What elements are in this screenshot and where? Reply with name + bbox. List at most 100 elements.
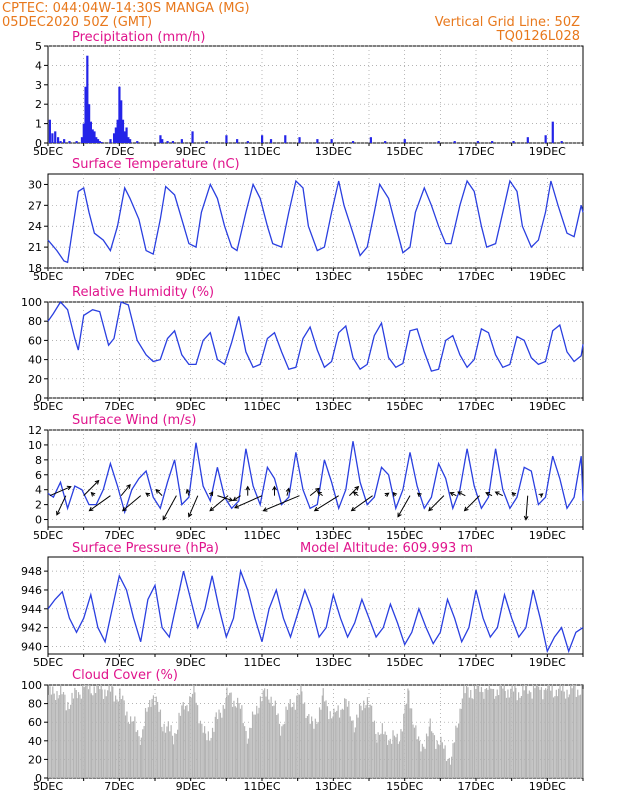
series-line-wind — [47, 441, 584, 515]
cloud-bar — [96, 685, 98, 778]
cloud-bar — [452, 743, 454, 778]
xtick-label-wind: 15DEC — [386, 529, 423, 542]
cloud-bar — [120, 699, 122, 778]
cloud-bar — [482, 692, 484, 778]
cloud-bar — [558, 688, 560, 778]
cloud-bar — [93, 686, 95, 778]
cloud-bar — [311, 716, 313, 778]
ytick-label-wind: 6 — [35, 469, 42, 482]
cloud-bar — [236, 707, 238, 778]
precip-bar — [84, 86, 87, 143]
cloud-bar — [412, 724, 414, 778]
cloud-bar — [458, 723, 460, 778]
cloud-bar — [68, 708, 70, 778]
cloud-bar — [472, 699, 474, 778]
cloud-bar — [204, 733, 207, 778]
cloud-bar — [266, 689, 269, 778]
cloud-bar — [542, 699, 544, 778]
cloud-bar — [253, 714, 255, 778]
cloud-bar — [164, 732, 167, 778]
cloud-bar — [79, 694, 81, 778]
ytick-label-precipitation: 1 — [35, 118, 42, 131]
precip-bar — [75, 141, 78, 143]
precip-bar — [63, 139, 66, 143]
cloud-bar — [85, 685, 87, 778]
cloud-bar — [86, 685, 88, 778]
cloud-bar — [324, 701, 326, 778]
cloud-bar — [124, 715, 127, 778]
cloud-bar — [202, 732, 204, 778]
precip-bar — [127, 137, 130, 143]
precip-bar — [96, 139, 100, 143]
cloud-bar — [278, 723, 281, 778]
precip-bar — [205, 141, 208, 143]
xtick-label-pressure: 15DEC — [386, 656, 423, 669]
ytick-label-wind: 8 — [35, 454, 42, 467]
cloud-bar — [439, 745, 441, 778]
cloud-bar — [314, 718, 316, 778]
cloud-bar — [403, 713, 405, 778]
cloud-bar — [67, 702, 69, 778]
cloud-bar — [321, 695, 323, 778]
cloud-bar — [570, 685, 572, 778]
wind-arrow — [485, 492, 493, 497]
wind-arrow-head — [90, 491, 96, 497]
precip-bar — [166, 141, 169, 143]
cloud-bar — [343, 709, 345, 778]
wind-arrow — [525, 495, 529, 520]
cloud-bar — [326, 706, 329, 778]
cloud-bar — [71, 692, 73, 778]
wind-arrow — [155, 489, 163, 497]
precip-bar — [236, 139, 239, 143]
cloud-bar — [532, 685, 535, 778]
cloud-bar — [345, 699, 347, 778]
cloud-bar — [207, 731, 209, 778]
cloud-bar — [270, 696, 272, 778]
wind-arrow-head — [262, 507, 268, 512]
cloud-bar — [167, 721, 169, 778]
ytick-label-temperature: 24 — [28, 220, 42, 233]
cloud-bar — [535, 685, 537, 778]
cloud-bar — [566, 689, 568, 778]
cloud-bar — [503, 685, 505, 778]
xtick-label-temperature: 9DEC — [176, 270, 206, 283]
cloud-bar — [451, 756, 453, 778]
precip-bar — [551, 121, 554, 143]
cloud-bar — [214, 716, 216, 778]
cloud-bar — [425, 733, 428, 778]
xtick-label-wind: 5DEC — [33, 529, 63, 542]
cloud-bar — [512, 691, 515, 778]
cloud-bar — [560, 690, 563, 778]
cloud-bar — [581, 685, 583, 778]
cloud-bar — [72, 698, 75, 778]
cloud-bar — [134, 716, 136, 778]
cloud-bar — [190, 697, 192, 778]
cloud-bar — [409, 708, 411, 778]
wind-arrow-head — [245, 485, 251, 491]
xtick-label-temperature: 15DEC — [386, 270, 423, 283]
cloud-bar — [337, 705, 339, 778]
cloud-bar — [61, 694, 63, 778]
xtick-label-pressure: 7DEC — [104, 656, 134, 669]
cloud-bar — [107, 690, 109, 778]
cloud-bar — [504, 691, 506, 778]
cloud-bar — [378, 734, 381, 778]
cloud-bar — [75, 689, 77, 778]
cloud-bar — [404, 704, 406, 778]
precip-bar — [95, 137, 98, 143]
precip-bar — [526, 137, 529, 143]
wind-arrow — [464, 495, 480, 512]
cloud-bar — [582, 688, 584, 778]
cloud-bar — [83, 687, 85, 778]
cloud-bar — [294, 709, 296, 778]
cloud-bar — [418, 736, 420, 778]
cloud-bar — [92, 695, 94, 778]
cloud-bar — [225, 698, 227, 778]
cloud-bar — [288, 703, 290, 778]
ytick-label-humidity: 60 — [28, 334, 42, 347]
cloud-bar — [499, 685, 501, 778]
xtick-label-cloud: 7DEC — [104, 780, 134, 793]
cloud-bar — [450, 764, 452, 778]
ytick-label-precipitation: 0 — [35, 137, 42, 150]
ytick-label-humidity: 80 — [28, 315, 42, 328]
